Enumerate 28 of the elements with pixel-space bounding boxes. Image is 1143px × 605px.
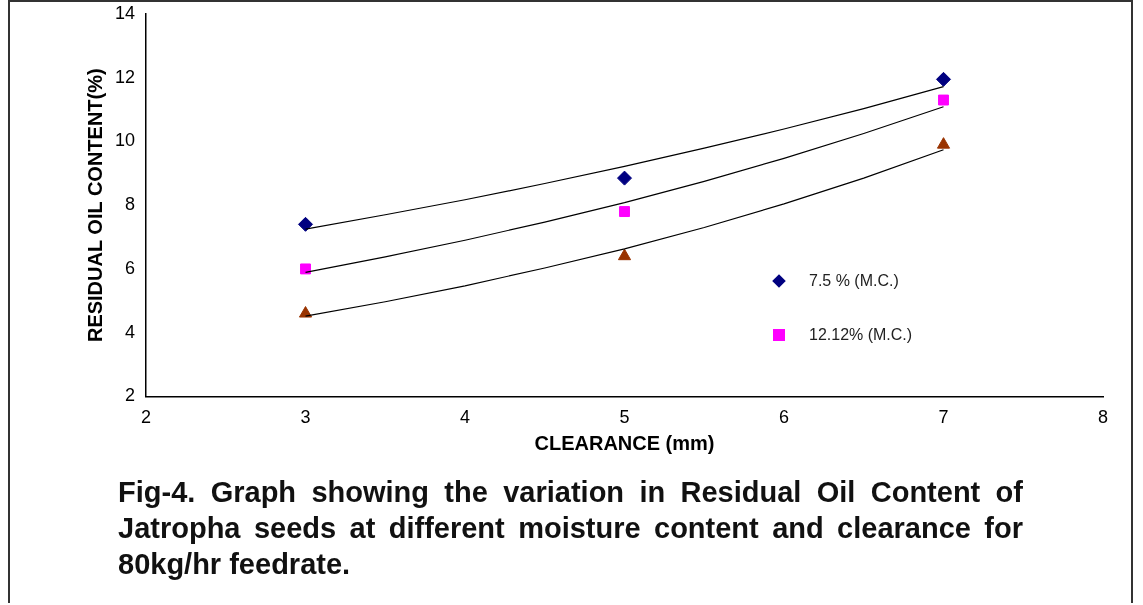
y-tick-label: 12 xyxy=(114,66,136,87)
y-tick-label: 2 xyxy=(125,385,136,406)
point xyxy=(936,71,951,87)
x-tick-label: 6 xyxy=(779,407,790,428)
point xyxy=(938,94,949,106)
x-tick-label: 5 xyxy=(619,407,630,428)
point xyxy=(936,137,951,149)
x-tick-label: 7 xyxy=(938,407,949,428)
legend-label: 12.12% (M.C.) xyxy=(809,326,913,345)
x-tick-label: 8 xyxy=(1097,407,1109,428)
point xyxy=(298,216,314,232)
point xyxy=(617,170,633,186)
point xyxy=(300,263,311,275)
y-tick-label: 4 xyxy=(125,321,136,342)
y-axis-title: RESIDUAL OIL CONTENT(%) xyxy=(83,68,106,343)
text: Fig-4. Graph showing the variation in Residual Oil Content of Jatropha seeds at different moisture content and clearance for 80kg/hr feedrate. xyxy=(118,475,1023,582)
y-tick-label: 14 xyxy=(114,2,136,23)
y-tick-label: 6 xyxy=(125,257,136,278)
y-tick-label: 8 xyxy=(125,194,136,215)
x-axis-title: CLEARANCE (mm) xyxy=(534,431,715,454)
point xyxy=(617,248,632,261)
point xyxy=(619,206,630,218)
y-tick-label: 10 xyxy=(114,130,136,151)
x-tick-label: 2 xyxy=(141,407,152,428)
x-tick-label: 3 xyxy=(300,407,311,428)
legend-label: 7.5 % (M.C.) xyxy=(809,272,899,291)
point xyxy=(298,306,313,318)
x-tick-label: 4 xyxy=(460,407,471,428)
